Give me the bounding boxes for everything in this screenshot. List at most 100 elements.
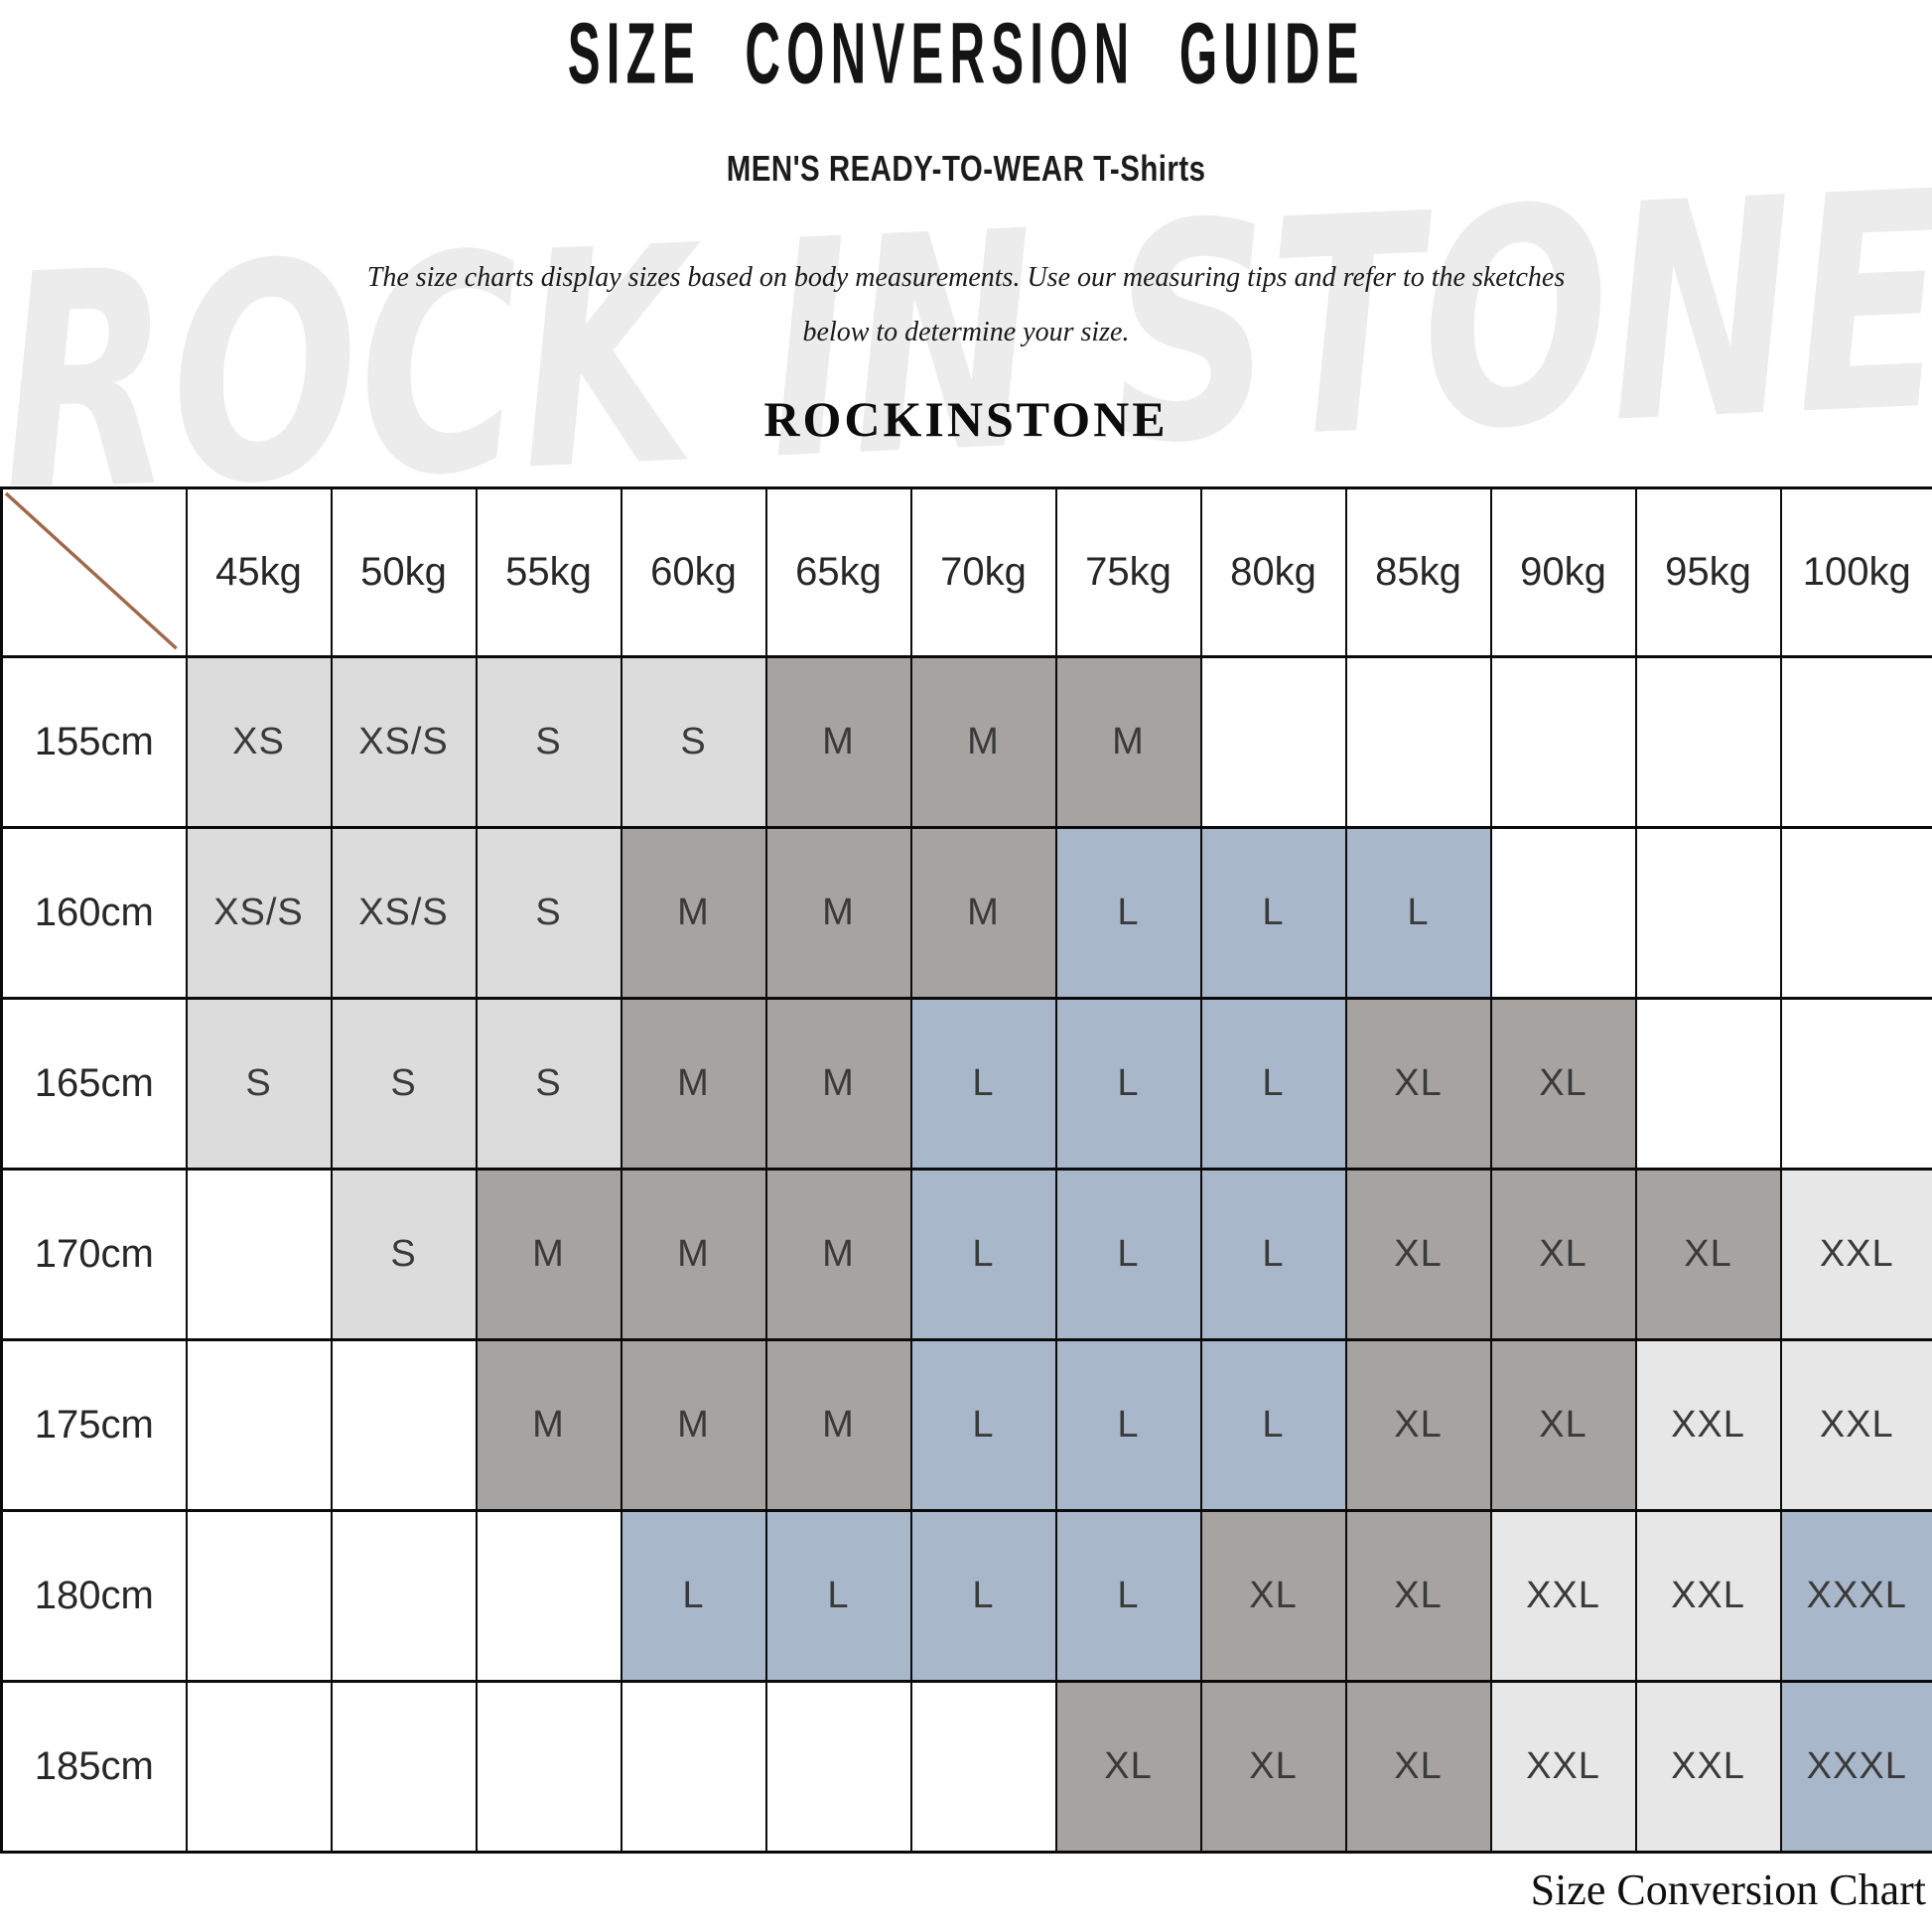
size-conversion-table: 45kg 50kg 55kg 60kg 65kg 70kg 75kg 80kg 85kg 90kg…	[0, 486, 1932, 1854]
size-cell: M	[764, 997, 912, 1171]
table-row: 155cm XS XS/S S S M M M	[0, 655, 1932, 829]
description: The size charts display sizes based on b…	[0, 250, 1932, 359]
size-cell: XL	[1489, 1338, 1637, 1512]
size-cell: M	[475, 1338, 622, 1512]
size-cell: S	[185, 997, 333, 1171]
height-header: 160cm	[0, 826, 188, 1000]
size-cell: S	[475, 655, 622, 829]
size-cell: L	[1344, 826, 1492, 1000]
size-cell: XL	[1054, 1680, 1202, 1854]
size-cell: XXL	[1489, 1509, 1637, 1683]
size-cell: L	[1054, 1338, 1202, 1512]
table-row: 180cm L L L L XL XL XXL XXL XXXL	[0, 1509, 1932, 1683]
size-cell	[1779, 997, 1932, 1171]
weight-header: 65kg	[764, 486, 912, 658]
size-cell: XS	[185, 655, 333, 829]
size-cell: S	[330, 997, 478, 1171]
size-cell: L	[1054, 1168, 1202, 1341]
table-row: 170cm S M M M L L L XL XL XL XXL	[0, 1168, 1932, 1341]
size-cell: L	[1199, 1168, 1347, 1341]
height-header: 175cm	[0, 1338, 188, 1512]
size-cell: M	[764, 655, 912, 829]
size-cell: M	[475, 1168, 622, 1341]
brand-name: ROCKINSTONE	[763, 391, 1169, 447]
height-header: 180cm	[0, 1509, 188, 1683]
size-cell	[909, 1680, 1057, 1854]
size-cell: M	[620, 1168, 767, 1341]
size-cell: XXXL	[1779, 1680, 1932, 1854]
size-cell: L	[620, 1509, 767, 1683]
weight-header-row: 45kg 50kg 55kg 60kg 65kg 70kg 75kg 80kg 85kg 90kg…	[0, 486, 1932, 658]
size-cell: XL	[1344, 1168, 1492, 1341]
chart-caption: Size Conversion Chart	[1530, 1865, 1926, 1914]
size-cell	[1489, 826, 1637, 1000]
description-line-2: below to determine your size.	[802, 317, 1130, 347]
subtitle: MEN'S READY-TO-WEAR T-Shirts	[0, 147, 1932, 190]
size-cell	[1489, 655, 1637, 829]
size-cell: S	[475, 826, 622, 1000]
size-cell: XL	[1199, 1680, 1347, 1854]
size-cell: M	[909, 655, 1057, 829]
weight-header: 75kg	[1054, 486, 1202, 658]
weight-header: 100kg	[1779, 486, 1932, 658]
weight-header: 95kg	[1634, 486, 1782, 658]
size-cell: L	[1054, 826, 1202, 1000]
height-header: 185cm	[0, 1680, 188, 1854]
size-cell: XL	[1344, 1680, 1492, 1854]
size-cell	[330, 1680, 478, 1854]
size-cell	[185, 1680, 333, 1854]
page-title: SIZE CONVERSION GUIDE	[0, 4, 1932, 101]
size-cell	[1779, 655, 1932, 829]
size-cell: L	[909, 1338, 1057, 1512]
size-cell: XL	[1344, 997, 1492, 1171]
size-cell: L	[909, 1509, 1057, 1683]
size-cell: XXL	[1634, 1509, 1782, 1683]
size-cell: XXL	[1779, 1338, 1932, 1512]
size-cell	[1634, 655, 1782, 829]
subtitle-text: MEN'S READY-TO-WEAR T-Shirts	[726, 147, 1206, 190]
size-cell: XL	[1489, 1168, 1637, 1341]
size-cell: L	[1054, 997, 1202, 1171]
size-cell	[764, 1680, 912, 1854]
size-cell: M	[620, 826, 767, 1000]
weight-header: 90kg	[1489, 486, 1637, 658]
size-cell	[330, 1338, 478, 1512]
size-cell: XXL	[1634, 1680, 1782, 1854]
size-cell: M	[764, 1338, 912, 1512]
size-cell: XL	[1344, 1509, 1492, 1683]
weight-header: 60kg	[620, 486, 767, 658]
description-line-1: The size charts display sizes based on b…	[366, 262, 1566, 293]
size-cell: XXL	[1779, 1168, 1932, 1341]
size-cell: L	[1054, 1509, 1202, 1683]
size-cell: M	[620, 1338, 767, 1512]
height-header: 165cm	[0, 997, 188, 1171]
size-cell: XL	[1199, 1509, 1347, 1683]
size-cell	[185, 1168, 333, 1341]
page-title-text: SIZE CONVERSION GUIDE	[567, 4, 1365, 101]
size-cell: XL	[1489, 997, 1637, 1171]
size-cell	[1634, 826, 1782, 1000]
size-cell: L	[764, 1509, 912, 1683]
size-cell: XS/S	[185, 826, 333, 1000]
corner-cell	[0, 486, 188, 658]
size-cell	[1199, 655, 1347, 829]
weight-header: 70kg	[909, 486, 1057, 658]
table-row: 175cm M M M L L L XL XL XXL XXL	[0, 1338, 1932, 1512]
weight-header: 55kg	[475, 486, 622, 658]
weight-header: 80kg	[1199, 486, 1347, 658]
size-cell	[185, 1338, 333, 1512]
size-cell: XXXL	[1779, 1509, 1932, 1683]
size-cell	[1634, 997, 1782, 1171]
size-cell: S	[620, 655, 767, 829]
size-cell: L	[909, 997, 1057, 1171]
size-cell	[475, 1680, 622, 1854]
size-cell: M	[764, 1168, 912, 1341]
table-row: 160cm XS/S XS/S S M M M L L L	[0, 826, 1932, 1000]
size-cell: XS/S	[330, 826, 478, 1000]
size-cell	[1344, 655, 1492, 829]
height-header: 155cm	[0, 655, 188, 829]
size-cell: S	[330, 1168, 478, 1341]
size-cell: M	[909, 826, 1057, 1000]
size-cell	[475, 1509, 622, 1683]
